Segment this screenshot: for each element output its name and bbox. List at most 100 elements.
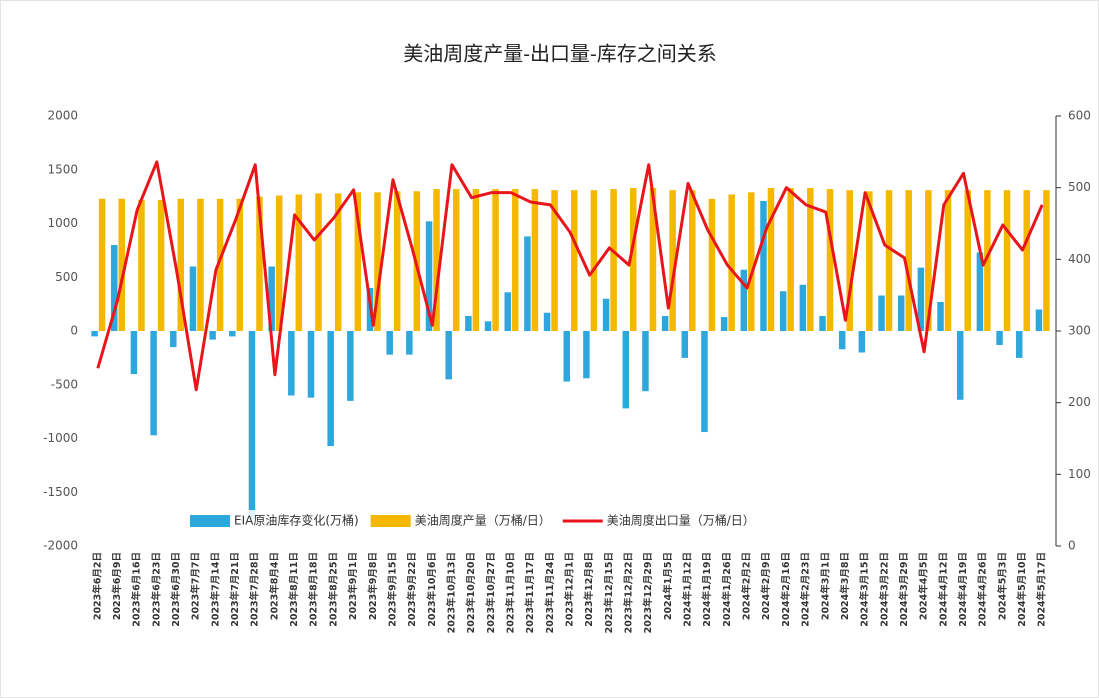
bar xyxy=(236,198,244,331)
x-tick-label: 2024年3月29日 xyxy=(898,552,910,627)
y-tick-label: 500 xyxy=(55,270,78,284)
bar xyxy=(740,269,748,331)
chart-title: 美油周度产量-出口量-库存之间关系 xyxy=(403,42,717,66)
x-tick-label: 2023年12月22日 xyxy=(623,552,635,633)
bar xyxy=(315,193,322,331)
bar xyxy=(602,298,610,331)
bar xyxy=(846,190,853,331)
x-tick-label: 2024年2月23日 xyxy=(800,552,812,627)
bar xyxy=(465,315,472,331)
y-tick-label: 2000 xyxy=(47,109,78,123)
x-tick-label: 2024年4月26日 xyxy=(977,552,989,627)
x-tick-label: 2024年2月9日 xyxy=(760,552,772,620)
x-tick-label: 2024年4月12日 xyxy=(937,552,949,627)
bar xyxy=(275,195,283,331)
x-tick-label: 2024年4月19日 xyxy=(957,552,969,627)
bar xyxy=(256,196,263,331)
x-tick-label: 2024年1月12日 xyxy=(682,552,694,627)
bar xyxy=(374,192,381,331)
y2-tick-label: 100 xyxy=(1068,467,1091,481)
y-tick-label: 1000 xyxy=(47,216,78,230)
bar xyxy=(925,190,932,331)
bar xyxy=(681,331,689,358)
bar xyxy=(858,331,866,353)
x-tick-label: 2024年5月17日 xyxy=(1036,552,1048,627)
x-tick-label: 2023年8月18日 xyxy=(308,552,320,627)
bar xyxy=(720,317,728,331)
bar xyxy=(1023,190,1030,331)
x-tick-label: 2023年8月25日 xyxy=(327,552,339,627)
y2-tick-label: 0 xyxy=(1068,539,1076,553)
x-tick-label: 2023年7月28日 xyxy=(249,552,261,627)
bar xyxy=(170,331,177,348)
y-tick-label: -1000 xyxy=(43,431,78,445)
x-tick-label: 2023年11月17日 xyxy=(524,552,536,633)
bar xyxy=(630,188,637,331)
bar xyxy=(111,245,118,331)
bar xyxy=(976,252,984,331)
bar xyxy=(445,331,452,380)
x-tick-label: 2023年7月7日 xyxy=(190,552,202,620)
bar xyxy=(661,315,669,331)
bar xyxy=(642,331,649,392)
x-tick-label: 2023年12月8日 xyxy=(583,552,595,627)
bar xyxy=(98,198,106,331)
legend-swatch xyxy=(190,515,230,527)
bar xyxy=(531,189,539,331)
bar xyxy=(327,331,334,447)
x-tick-label: 2023年10月20日 xyxy=(465,552,477,633)
bar xyxy=(150,331,157,436)
bar xyxy=(708,198,716,331)
line xyxy=(96,160,1044,392)
bar xyxy=(406,331,413,355)
bar xyxy=(524,236,531,331)
x-tick-label: 2023年9月22日 xyxy=(406,552,418,627)
bar xyxy=(216,198,224,331)
x-tick-label: 2023年11月24日 xyxy=(544,552,556,633)
bar xyxy=(767,188,775,331)
x-tick-label: 2024年2月2日 xyxy=(741,552,753,620)
bar xyxy=(590,190,598,331)
bar xyxy=(799,284,807,331)
bar xyxy=(866,191,873,331)
y-tick-label: -2000 xyxy=(43,539,78,553)
bar xyxy=(622,331,630,409)
y-tick-label: 0 xyxy=(70,324,78,338)
x-tick-label: 2023年9月15日 xyxy=(386,552,398,627)
legend-label: 美油周度产量（万桶/日） xyxy=(415,513,551,528)
bar xyxy=(295,194,303,331)
y2-tick-label: 500 xyxy=(1068,180,1091,194)
bar xyxy=(288,331,295,396)
bar xyxy=(610,189,617,331)
bar xyxy=(583,331,590,379)
legend-bg xyxy=(186,510,916,532)
bar xyxy=(917,267,925,331)
x-tick-label: 2023年11月10日 xyxy=(504,552,516,633)
bar xyxy=(944,190,952,331)
legend-label: EIA原油库存变化(万桶) xyxy=(234,513,359,528)
bar xyxy=(354,192,362,331)
bar xyxy=(905,190,912,331)
bar xyxy=(118,198,126,331)
bar xyxy=(1043,190,1050,331)
bar xyxy=(996,331,1003,345)
bar xyxy=(669,190,676,331)
x-tick-label: 2023年10月27日 xyxy=(485,552,497,633)
y-tick-label: -1500 xyxy=(43,485,78,499)
x-tick-label: 2023年7月21日 xyxy=(229,552,241,627)
x-tick-label: 2023年6月30日 xyxy=(170,552,182,627)
bar xyxy=(563,331,570,382)
x-tick-label: 2023年12月15日 xyxy=(603,552,615,633)
bar xyxy=(209,331,216,340)
bar xyxy=(130,331,138,374)
bar xyxy=(787,188,794,331)
y2-tick-label: 400 xyxy=(1068,252,1091,266)
x-tick-label: 2024年2月16日 xyxy=(780,552,792,627)
bar xyxy=(248,331,256,520)
bar xyxy=(472,189,480,331)
x-tick-label: 2023年9月1日 xyxy=(347,552,359,620)
bar xyxy=(779,291,787,331)
x-tick-label: 2023年6月9日 xyxy=(111,552,123,620)
x-tick-label: 2023年8月4日 xyxy=(268,552,280,620)
